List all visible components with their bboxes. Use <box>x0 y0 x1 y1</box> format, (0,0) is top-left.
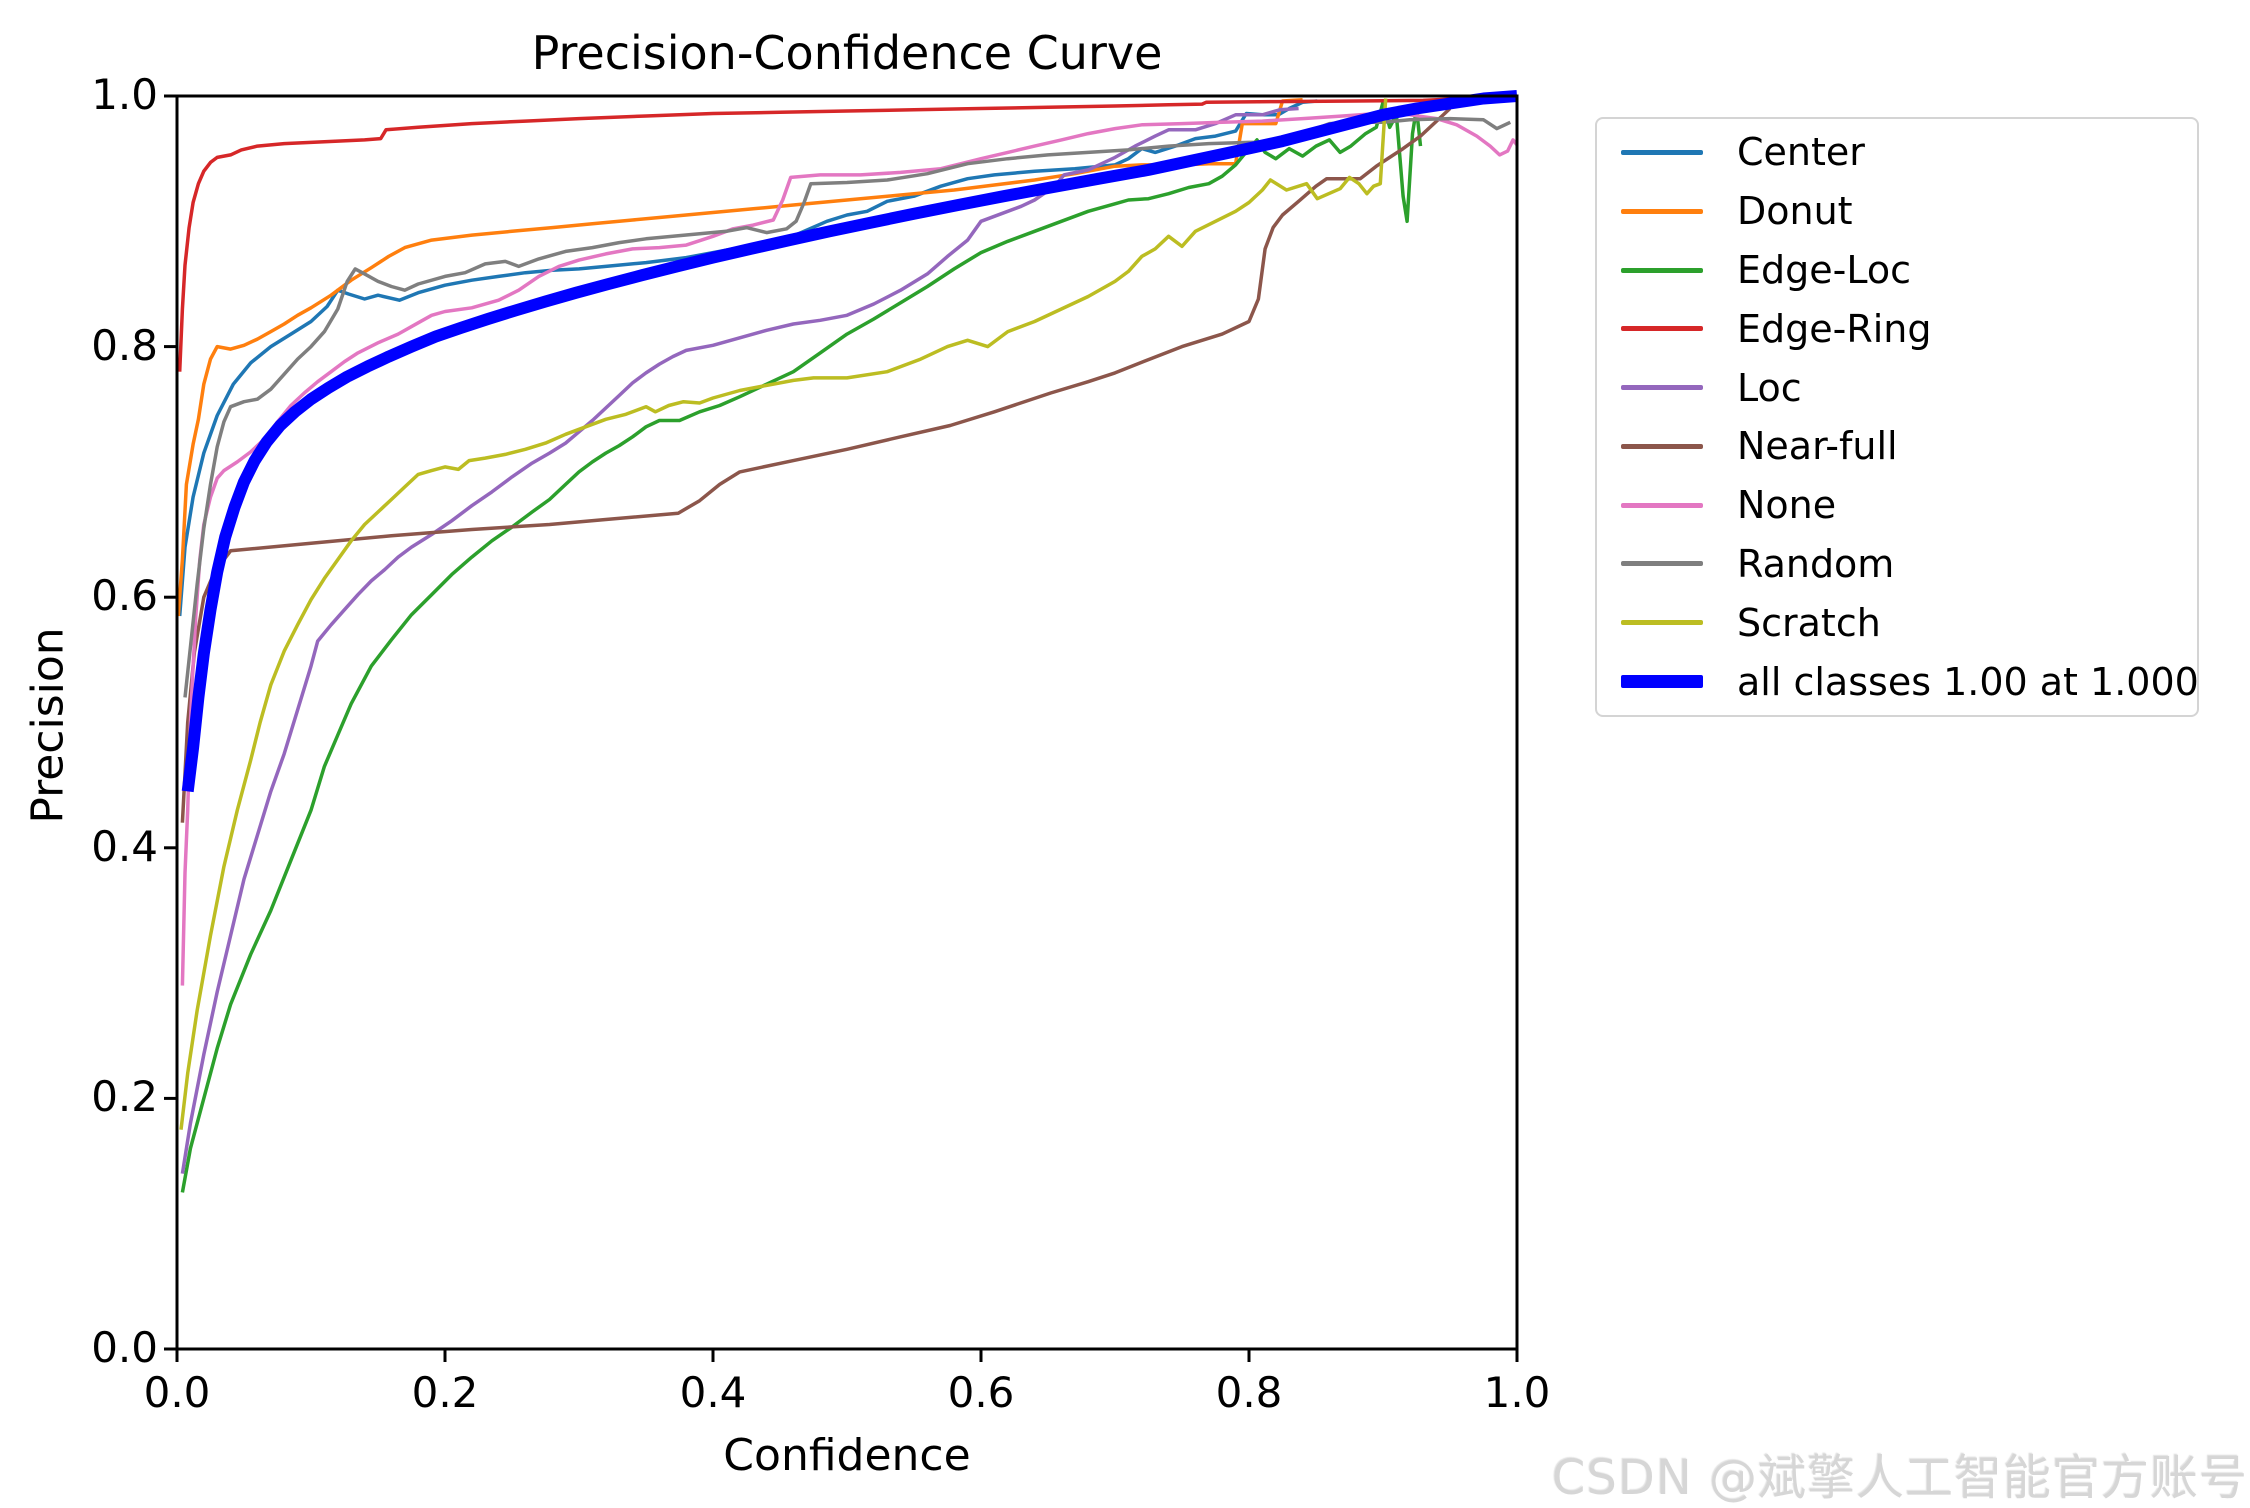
legend-line-sample <box>1621 385 1703 391</box>
series-line-loc <box>180 106 1299 1174</box>
x-tick-label: 1.0 <box>1483 1368 1551 1417</box>
legend-item: Scratch <box>1597 593 2197 652</box>
x-tick-label: 0.2 <box>411 1368 479 1417</box>
legend-line-sample <box>1621 149 1703 155</box>
legend-item: Center <box>1597 123 2197 182</box>
legend-line-sample <box>1621 267 1703 273</box>
watermark: CSDN @斌擎人工智能官方账号 <box>1551 1450 2248 1506</box>
x-tick-label: 0.6 <box>947 1368 1015 1417</box>
legend-item: None <box>1597 476 2197 535</box>
legend-item-label: Near-full <box>1737 424 1898 469</box>
legend-line-sample <box>1621 502 1703 508</box>
y-axis-label: Precision <box>22 627 74 824</box>
legend-item-label: Scratch <box>1737 600 1881 645</box>
legend-item: Edge-Ring <box>1597 299 2197 358</box>
legend-line-sample <box>1621 326 1703 332</box>
series-line-near-full <box>180 107 1452 823</box>
series-line-edge-loc <box>180 100 1423 1193</box>
series-line-random <box>183 116 1512 698</box>
y-tick-label: 0.4 <box>91 821 158 871</box>
legend-item: Near-full <box>1597 417 2197 476</box>
series-line-edge-ring <box>177 94 1518 372</box>
legend-line-sample <box>1621 620 1703 626</box>
x-tick-label: 0.4 <box>679 1368 747 1417</box>
legend-item-label: Random <box>1737 541 1895 586</box>
legend-item-label: all classes 1.00 at 1.000 <box>1737 659 2199 704</box>
axes-spines <box>175 94 1519 1351</box>
legend-item-label: Donut <box>1737 189 1853 234</box>
x-tick-label: 0.0 <box>143 1368 211 1417</box>
legend-item: Donut <box>1597 182 2197 241</box>
y-tick-label: 0.0 <box>91 1323 158 1372</box>
legend-item: all classes 1.00 at 1.000 <box>1597 652 2199 711</box>
y-tick-label: 1.0 <box>91 70 158 119</box>
legend-line-sample <box>1621 208 1703 214</box>
legend-item-label: None <box>1737 483 1837 528</box>
legend-item-label: Center <box>1737 130 1865 175</box>
y-tick-label: 0.8 <box>91 320 158 370</box>
x-axis-label: Confidence <box>723 1430 971 1481</box>
series-line-none <box>180 111 1519 986</box>
legend-item-label: Edge-Loc <box>1737 248 1911 292</box>
legend: Center Donut Edge-Loc Edge-Ring Loc Near-full… <box>1595 117 2199 717</box>
series-line-all-classes-1-00-at-1-000 <box>181 90 1518 793</box>
legend-line-sample <box>1621 443 1703 449</box>
y-tick-label: 0.2 <box>91 1072 158 1122</box>
series-line-scratch <box>179 98 1388 1130</box>
legend-item: Random <box>1597 535 2197 594</box>
legend-item: Edge-Loc <box>1597 241 2197 300</box>
y-tick-label: 0.6 <box>91 571 158 621</box>
legend-item-label: Edge-Ring <box>1737 306 1932 351</box>
x-tick-label: 0.8 <box>1215 1368 1283 1417</box>
legend-line-sample <box>1621 561 1703 567</box>
legend-item-label: Loc <box>1737 365 1802 410</box>
legend-line-sample <box>1621 675 1703 689</box>
chart-title: Precision-Confidence Curve <box>531 26 1163 80</box>
legend-item: Loc <box>1597 358 2197 417</box>
